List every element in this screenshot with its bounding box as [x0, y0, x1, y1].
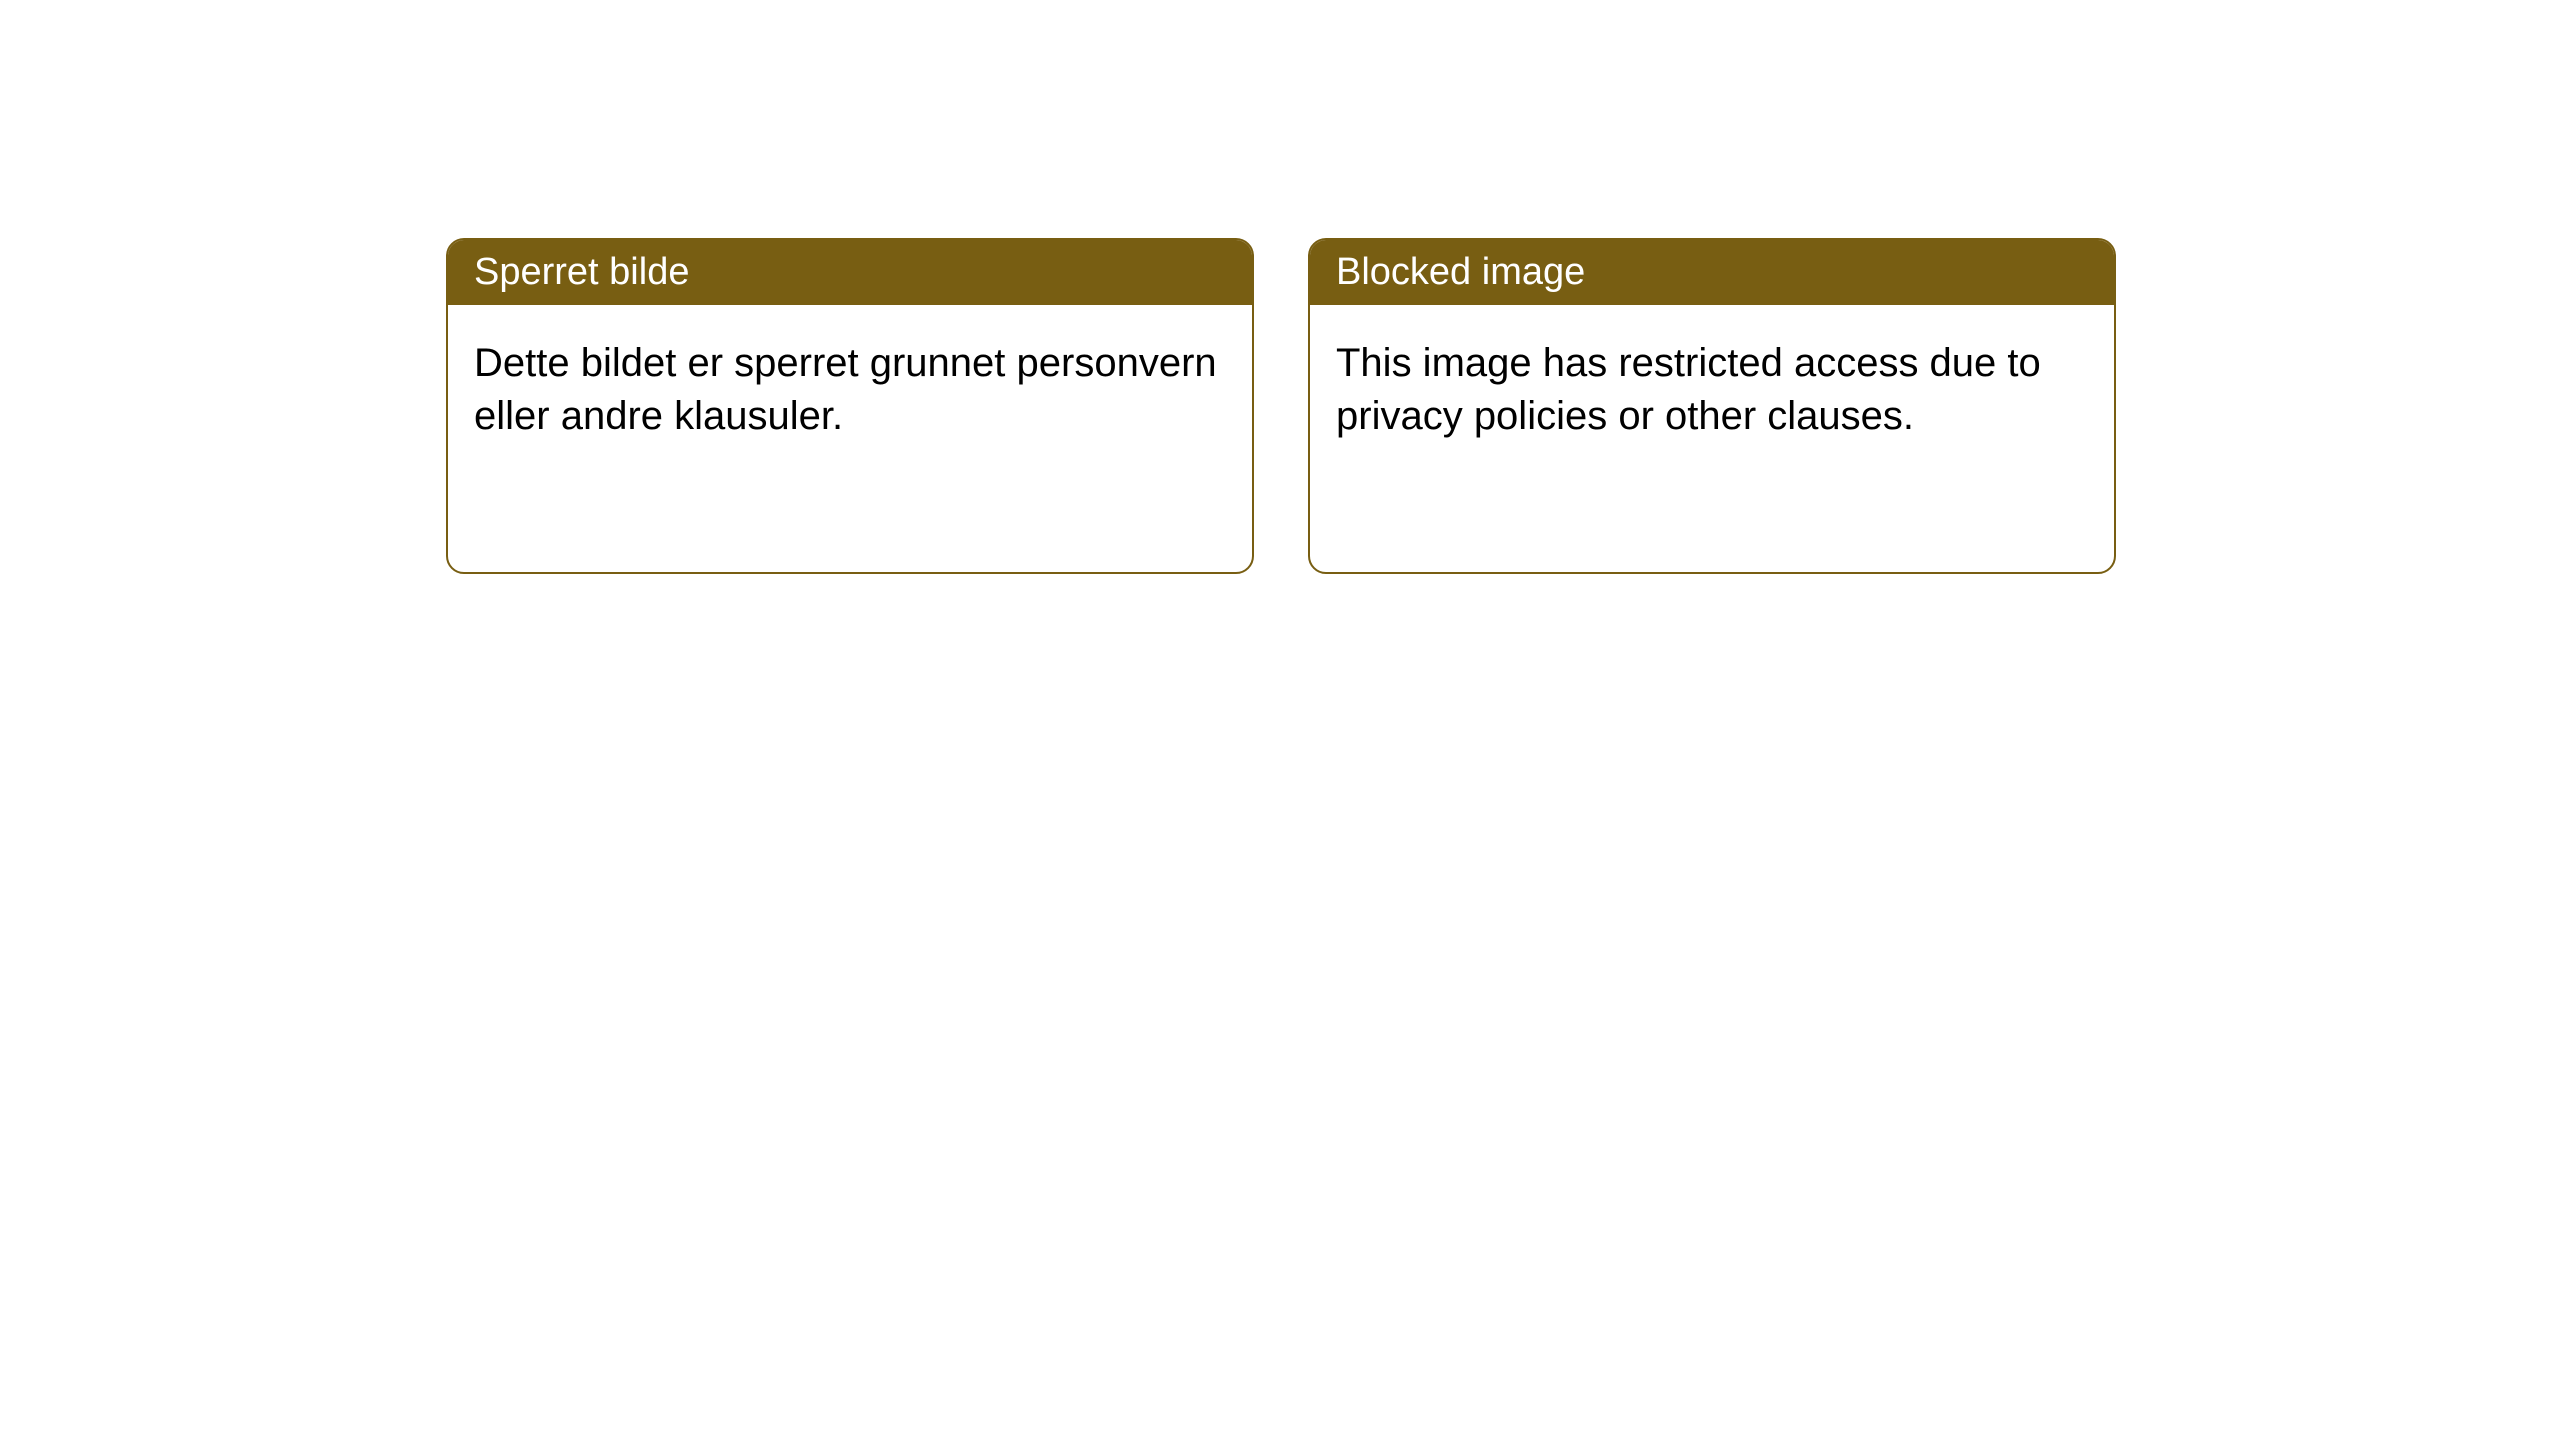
notice-header: Sperret bilde — [448, 240, 1252, 305]
notice-header: Blocked image — [1310, 240, 2114, 305]
notice-body: Dette bildet er sperret grunnet personve… — [448, 305, 1252, 475]
notice-card-norwegian: Sperret bilde Dette bildet er sperret gr… — [446, 238, 1254, 574]
notice-card-english: Blocked image This image has restricted … — [1308, 238, 2116, 574]
notice-container: Sperret bilde Dette bildet er sperret gr… — [0, 0, 2560, 574]
notice-body: This image has restricted access due to … — [1310, 305, 2114, 475]
